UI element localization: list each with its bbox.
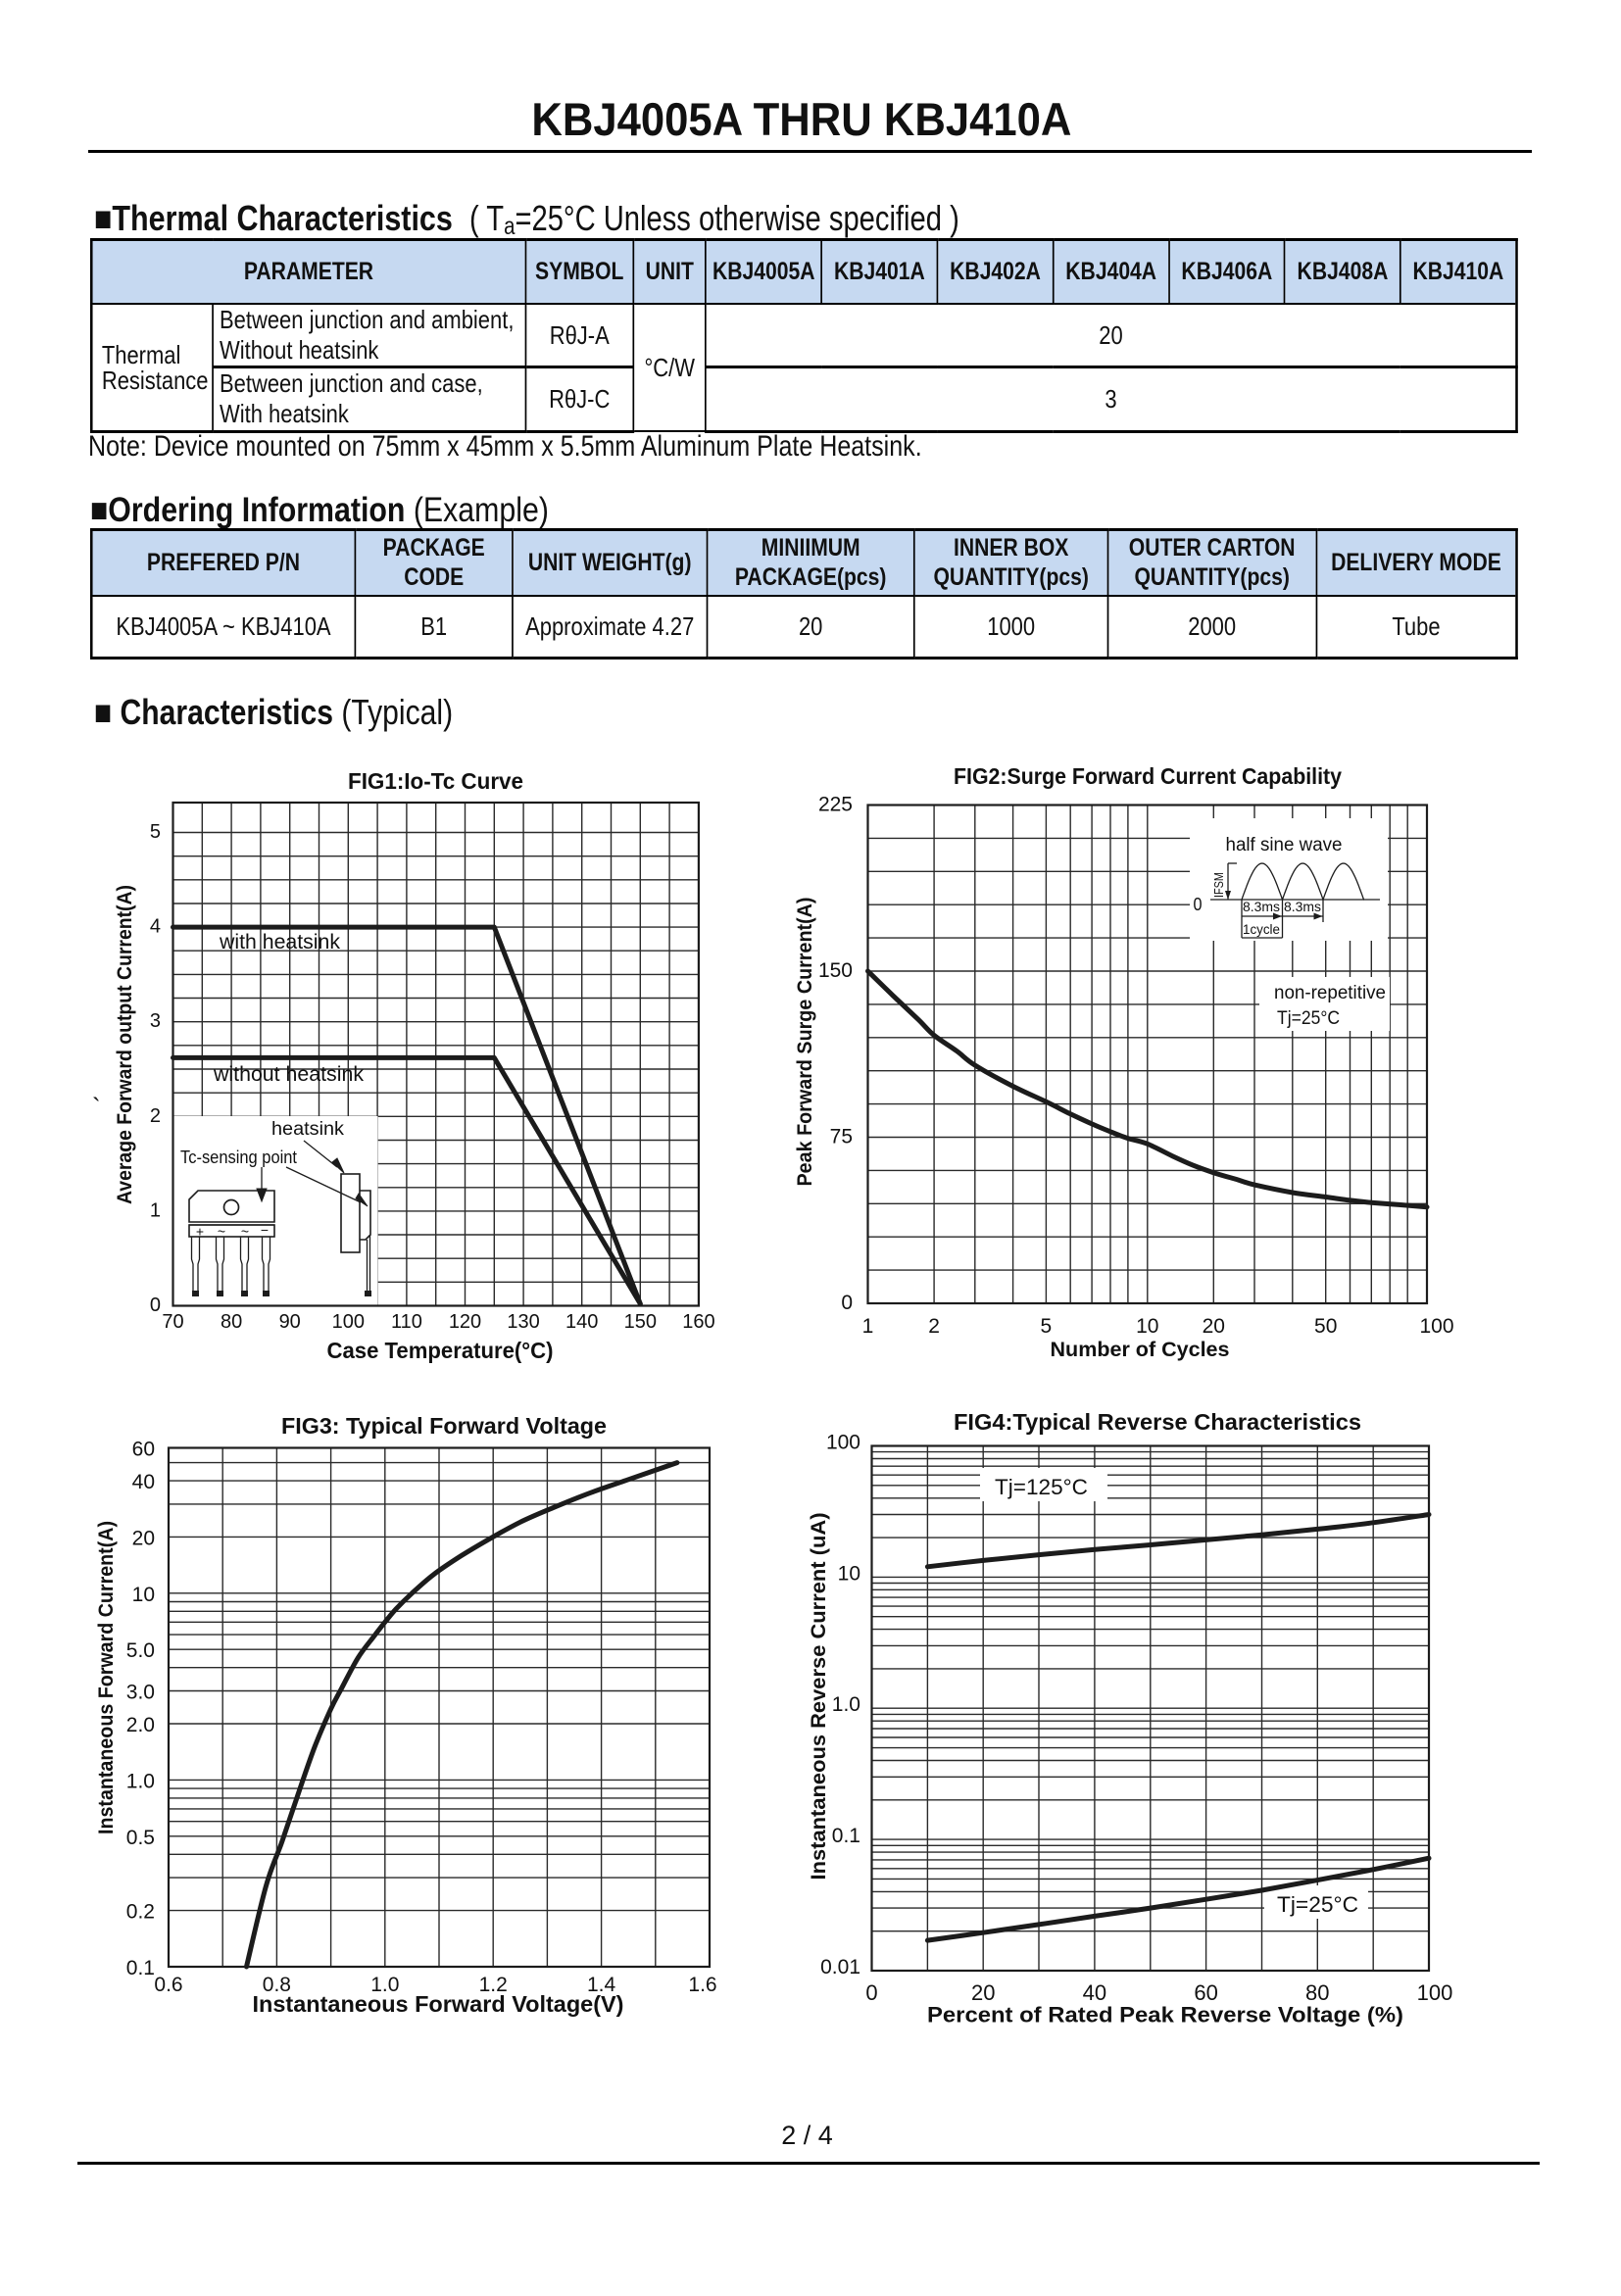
svg-text:Tj=25°C: Tj=25°C [1277, 1892, 1358, 1917]
svg-text:1.0: 1.0 [832, 1693, 860, 1716]
svg-text:Instantaneous Forward Current(: Instantaneous Forward Current(A) [95, 1521, 118, 1834]
svg-text:IFSM: IFSM [1212, 872, 1226, 898]
svg-text:0.1: 0.1 [832, 1825, 860, 1847]
svg-text:1.2: 1.2 [479, 1974, 508, 1996]
svg-text:0.6: 0.6 [154, 1974, 182, 1996]
svg-text:FIG3: Typical Forward Voltage: FIG3: Typical Forward Voltage [281, 1413, 607, 1439]
svg-text:Number of Cycles: Number of Cycles [1051, 1339, 1230, 1361]
svg-text:10: 10 [838, 1562, 860, 1585]
svg-text:60: 60 [1194, 1980, 1217, 2005]
svg-text:heatsink: heatsink [271, 1119, 345, 1140]
svg-text:1.0: 1.0 [126, 1770, 155, 1792]
svg-text:110: 110 [391, 1311, 422, 1333]
svg-text:FIG2:Surge Forward Current Cap: FIG2:Surge Forward Current Capability [954, 763, 1342, 789]
svg-text:150: 150 [818, 959, 853, 982]
svg-text:+: + [196, 1224, 204, 1240]
svg-text:60: 60 [132, 1439, 155, 1461]
svg-text:Percent of Rated Peak Reverse: Percent of Rated Peak Reverse Voltage (%… [927, 2003, 1403, 2027]
svg-text:80: 80 [221, 1311, 242, 1333]
svg-text:0: 0 [841, 1292, 853, 1314]
svg-text:0.2: 0.2 [126, 1901, 155, 1924]
svg-text:Instantaneous Reverse Current: Instantaneous Reverse Current (uA) [808, 1513, 830, 1881]
svg-text:130: 130 [507, 1311, 539, 1333]
svg-text:3.0: 3.0 [126, 1682, 155, 1704]
svg-text:1cycle: 1cycle [1243, 921, 1280, 937]
svg-text:50: 50 [1314, 1315, 1337, 1338]
svg-text:1.0: 1.0 [370, 1974, 399, 1996]
svg-text:75: 75 [830, 1126, 853, 1148]
svg-text:5: 5 [150, 821, 161, 843]
svg-text:20: 20 [132, 1527, 155, 1549]
svg-text:FIG4:Typical Reverse Character: FIG4:Typical Reverse Characteristics [954, 1409, 1361, 1435]
svg-text:140: 140 [565, 1311, 598, 1333]
svg-text:Case Temperature(°C): Case Temperature(°C) [327, 1338, 554, 1363]
svg-text:3: 3 [150, 1010, 161, 1032]
svg-text:1.6: 1.6 [688, 1974, 716, 1996]
svg-text:~: ~ [241, 1224, 249, 1240]
svg-text:5.0: 5.0 [126, 1639, 155, 1662]
svg-text:120: 120 [449, 1311, 481, 1333]
svg-text:FIG1:Io-Tc Curve: FIG1:Io-Tc Curve [348, 768, 523, 794]
svg-text:90: 90 [279, 1311, 301, 1333]
svg-text:2: 2 [150, 1105, 161, 1127]
svg-text:4: 4 [150, 916, 161, 938]
svg-text:half sine wave: half sine wave [1226, 835, 1343, 855]
svg-text:10: 10 [132, 1584, 155, 1606]
svg-text:1.4: 1.4 [587, 1974, 616, 1996]
svg-text:non-repetitive: non-repetitive [1274, 983, 1386, 1003]
svg-text:8.3ms: 8.3ms [1284, 899, 1321, 914]
svg-text:Peak Forward Surge Current(A): Peak Forward Surge Current(A) [794, 898, 816, 1187]
svg-text:40: 40 [132, 1471, 155, 1493]
svg-text:Tj=125°C: Tj=125°C [995, 1475, 1088, 1499]
svg-text:Instantaneous Forward Voltage(: Instantaneous Forward Voltage(V) [253, 1991, 624, 2017]
svg-text:100: 100 [826, 1432, 860, 1454]
svg-text:100: 100 [332, 1311, 365, 1333]
svg-text:0: 0 [150, 1295, 161, 1316]
svg-text:1: 1 [862, 1315, 874, 1338]
svg-text:Average Forward output Current: Average Forward output Current(A) [114, 885, 136, 1204]
svg-text:10: 10 [1136, 1315, 1158, 1338]
svg-text:20: 20 [971, 1980, 995, 2005]
svg-text:0: 0 [865, 1980, 877, 2005]
svg-text:160: 160 [682, 1311, 714, 1333]
svg-text:0.1: 0.1 [126, 1957, 155, 1979]
svg-text:100: 100 [1417, 1980, 1453, 2005]
svg-text:40: 40 [1083, 1980, 1106, 2005]
svg-text:Tj=25°C: Tj=25°C [1277, 1008, 1340, 1029]
svg-text:150: 150 [624, 1311, 657, 1333]
svg-text:0.5: 0.5 [126, 1827, 155, 1849]
svg-text:−: − [261, 1222, 269, 1238]
svg-text:225: 225 [818, 794, 853, 816]
svg-text:2.0: 2.0 [126, 1714, 155, 1736]
svg-text:1: 1 [150, 1199, 161, 1221]
svg-text:with heatsink: with heatsink [219, 931, 341, 953]
svg-text:5: 5 [1041, 1315, 1053, 1338]
svg-text:0: 0 [1194, 895, 1203, 914]
svg-text:without heatsink: without heatsink [213, 1063, 365, 1086]
svg-text:100: 100 [1419, 1315, 1453, 1338]
svg-text:80: 80 [1305, 1980, 1329, 2005]
svg-text:70: 70 [162, 1311, 183, 1333]
svg-text:20: 20 [1203, 1315, 1225, 1338]
svg-text:8.3ms: 8.3ms [1243, 899, 1280, 914]
svg-text:~: ~ [218, 1224, 225, 1240]
svg-text:0.8: 0.8 [263, 1974, 291, 1996]
svg-text:Tc-sensing point: Tc-sensing point [180, 1148, 297, 1167]
svg-text:0.01: 0.01 [820, 1956, 860, 1978]
svg-text:2: 2 [928, 1315, 940, 1338]
